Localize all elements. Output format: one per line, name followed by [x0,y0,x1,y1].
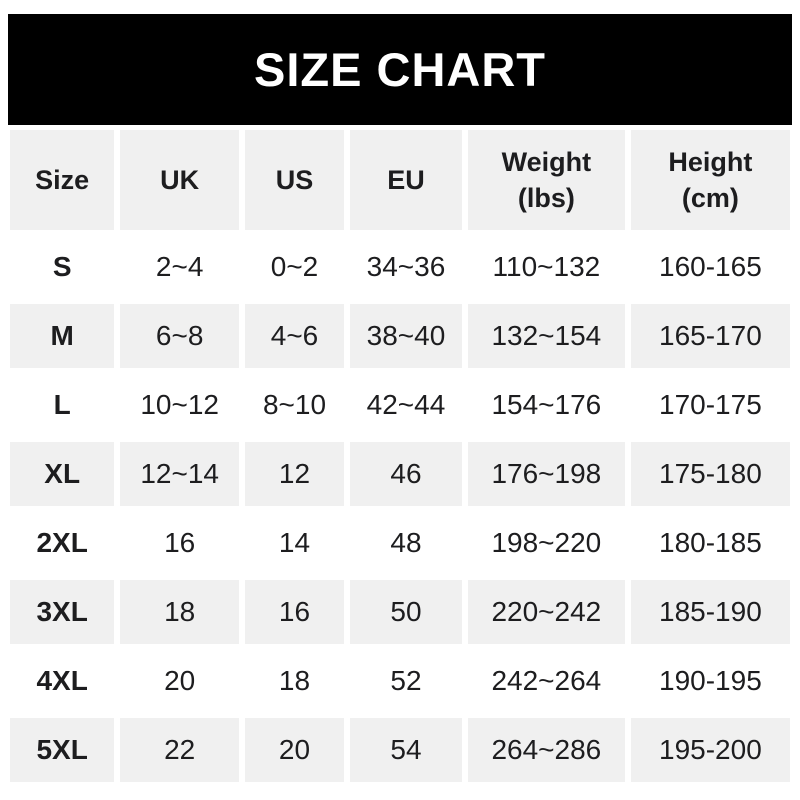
cell-height: 195-200 [630,718,790,782]
header-row: Size UK US EU Weight (lbs) Height (cm) [10,130,790,230]
cell-weight: 264~286 [467,718,625,782]
title-banner: SIZE CHART [8,14,792,125]
cell-uk: 6~8 [120,304,239,368]
cell-uk: 10~12 [120,373,239,437]
column-header-size: Size [10,130,115,230]
cell-us: 12 [244,442,345,506]
cell-size: 2XL [10,511,115,575]
cell-height: 160-165 [630,235,790,299]
cell-height: 170-175 [630,373,790,437]
column-header-uk: UK [120,130,239,230]
cell-height: 190-195 [630,649,790,713]
column-header-weight: Weight (lbs) [467,130,625,230]
cell-height: 165-170 [630,304,790,368]
cell-us: 4~6 [244,304,345,368]
cell-height: 180-185 [630,511,790,575]
page-title: SIZE CHART [254,43,546,96]
cell-size: 5XL [10,718,115,782]
cell-weight: 154~176 [467,373,625,437]
cell-eu: 46 [350,442,462,506]
table-row: XL 12~14 12 46 176~198 175-180 [10,442,790,506]
cell-eu: 54 [350,718,462,782]
cell-eu: 42~44 [350,373,462,437]
table-row: L 10~12 8~10 42~44 154~176 170-175 [10,373,790,437]
cell-eu: 50 [350,580,462,644]
cell-us: 8~10 [244,373,345,437]
cell-height: 175-180 [630,442,790,506]
cell-size: M [10,304,115,368]
table-body: S 2~4 0~2 34~36 110~132 160-165 M 6~8 4~6 38~40 13… [10,235,790,782]
cell-size: XL [10,442,115,506]
cell-weight: 110~132 [467,235,625,299]
column-header-height: Height (cm) [630,130,790,230]
cell-uk: 22 [120,718,239,782]
cell-us: 14 [244,511,345,575]
cell-weight: 198~220 [467,511,625,575]
cell-eu: 34~36 [350,235,462,299]
cell-uk: 18 [120,580,239,644]
cell-uk: 2~4 [120,235,239,299]
table-row: 5XL 22 20 54 264~286 195-200 [10,718,790,782]
cell-height: 185-190 [630,580,790,644]
cell-us: 16 [244,580,345,644]
cell-size: 3XL [10,580,115,644]
cell-size: 4XL [10,649,115,713]
cell-uk: 12~14 [120,442,239,506]
cell-weight: 220~242 [467,580,625,644]
cell-us: 20 [244,718,345,782]
cell-size: L [10,373,115,437]
column-header-us: US [244,130,345,230]
cell-us: 18 [244,649,345,713]
cell-weight: 242~264 [467,649,625,713]
cell-weight: 132~154 [467,304,625,368]
column-header-eu: EU [350,130,462,230]
cell-uk: 16 [120,511,239,575]
table-row: 2XL 16 14 48 198~220 180-185 [10,511,790,575]
cell-eu: 38~40 [350,304,462,368]
table-row: 4XL 20 18 52 242~264 190-195 [10,649,790,713]
size-chart-table: Size UK US EU Weight (lbs) Height (cm) S 2~4 0~2 3… [4,125,796,787]
cell-size: S [10,235,115,299]
cell-eu: 52 [350,649,462,713]
table-row: S 2~4 0~2 34~36 110~132 160-165 [10,235,790,299]
cell-weight: 176~198 [467,442,625,506]
cell-eu: 48 [350,511,462,575]
table-row: M 6~8 4~6 38~40 132~154 165-170 [10,304,790,368]
cell-us: 0~2 [244,235,345,299]
table-row: 3XL 18 16 50 220~242 185-190 [10,580,790,644]
cell-uk: 20 [120,649,239,713]
